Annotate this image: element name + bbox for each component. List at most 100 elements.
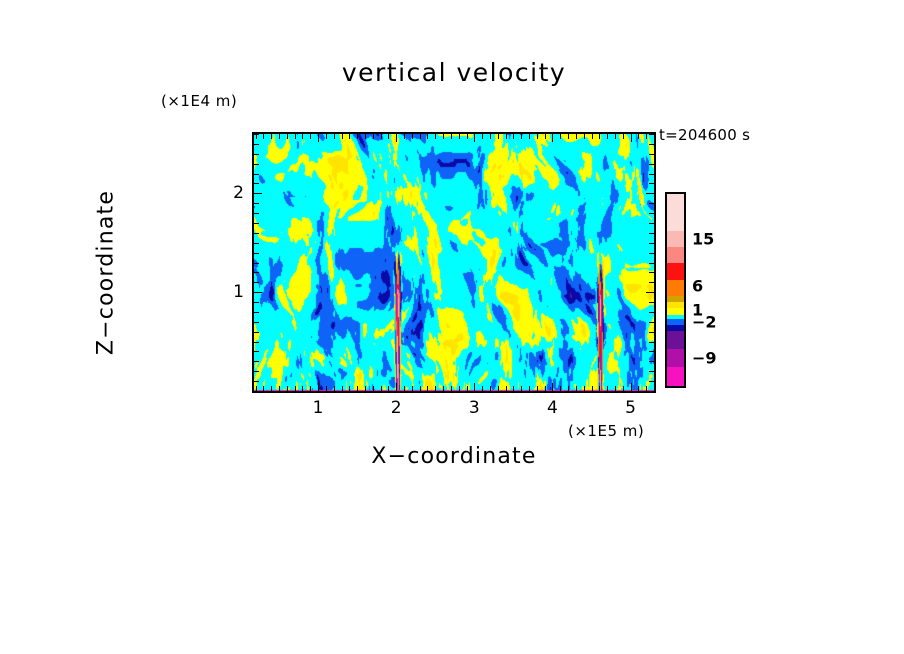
colorbar-tick-label: 15 bbox=[692, 229, 715, 249]
y-minor-tick-right bbox=[649, 253, 654, 254]
x-major-tick-top bbox=[396, 134, 397, 142]
y-minor-tick bbox=[254, 351, 259, 352]
x-major-tick bbox=[631, 383, 632, 391]
y-minor-tick bbox=[254, 312, 259, 313]
colorbar-band bbox=[667, 319, 684, 326]
x-major-tick-top bbox=[474, 134, 475, 142]
y-minor-tick bbox=[254, 134, 259, 135]
x-minor-tick-top bbox=[568, 134, 569, 139]
y-minor-tick-right bbox=[649, 154, 654, 155]
y-minor-tick-right bbox=[649, 332, 654, 333]
x-minor-tick bbox=[521, 386, 522, 391]
y-minor-tick bbox=[254, 253, 259, 254]
x-minor-tick bbox=[599, 386, 600, 391]
x-minor-tick bbox=[334, 386, 335, 391]
x-minor-tick-top bbox=[513, 134, 514, 139]
x-minor-tick-top bbox=[279, 134, 280, 139]
x-minor-tick-top bbox=[646, 134, 647, 139]
x-minor-tick bbox=[420, 386, 421, 391]
x-minor-tick-top bbox=[263, 134, 264, 139]
x-minor-tick-top bbox=[420, 134, 421, 139]
x-minor-tick-top bbox=[529, 134, 530, 139]
x-minor-tick bbox=[545, 386, 546, 391]
x-minor-tick-top bbox=[256, 134, 257, 139]
y-major-tick bbox=[254, 292, 262, 293]
y-minor-tick-right bbox=[649, 322, 654, 323]
y-minor-tick-right bbox=[649, 272, 654, 273]
y-minor-tick-right bbox=[649, 282, 654, 283]
x-minor-tick-top bbox=[287, 134, 288, 139]
x-minor-tick bbox=[427, 386, 428, 391]
x-minor-tick bbox=[576, 386, 577, 391]
y-minor-tick bbox=[254, 332, 259, 333]
x-minor-tick bbox=[295, 386, 296, 391]
x-minor-tick-top bbox=[638, 134, 639, 139]
y-major-tick-right bbox=[646, 193, 654, 194]
y-minor-tick bbox=[254, 243, 259, 244]
x-minor-tick bbox=[568, 386, 569, 391]
x-minor-tick-top bbox=[537, 134, 538, 139]
x-minor-tick bbox=[646, 386, 647, 391]
colorbar-tick-label: 6 bbox=[692, 276, 704, 296]
y-minor-tick-right bbox=[649, 243, 654, 244]
x-minor-tick-top bbox=[412, 134, 413, 139]
x-minor-tick bbox=[256, 386, 257, 391]
x-minor-tick-top bbox=[576, 134, 577, 139]
x-minor-tick-top bbox=[482, 134, 483, 139]
x-major-tick-top bbox=[631, 134, 632, 142]
x-tick-label: 2 bbox=[390, 398, 402, 418]
y-axis-title: Z−coordinate bbox=[93, 189, 119, 356]
x-minor-tick bbox=[287, 386, 288, 391]
x-major-tick-top bbox=[552, 134, 553, 142]
colorbar-tick-label: 1 bbox=[692, 300, 704, 320]
x-minor-tick bbox=[302, 386, 303, 391]
x-minor-tick-top bbox=[490, 134, 491, 139]
heatmap-canvas bbox=[254, 134, 654, 391]
y-major-tick bbox=[254, 193, 262, 194]
y-minor-tick-right bbox=[649, 361, 654, 362]
x-minor-tick bbox=[279, 386, 280, 391]
y-minor-tick-right bbox=[649, 263, 654, 264]
y-minor-tick-right bbox=[649, 351, 654, 352]
x-minor-tick-top bbox=[404, 134, 405, 139]
y-minor-tick-right bbox=[649, 134, 654, 135]
x-minor-tick bbox=[404, 386, 405, 391]
colorbar-band bbox=[667, 349, 684, 367]
y-minor-tick bbox=[254, 233, 259, 234]
x-minor-tick-top bbox=[342, 134, 343, 139]
x-minor-tick-top bbox=[615, 134, 616, 139]
y-minor-tick bbox=[254, 144, 259, 145]
y-minor-tick-right bbox=[649, 183, 654, 184]
y-minor-tick bbox=[254, 213, 259, 214]
y-minor-tick-right bbox=[649, 223, 654, 224]
colorbar-tick-label: −9 bbox=[692, 348, 717, 368]
x-minor-tick bbox=[467, 386, 468, 391]
x-minor-tick-top bbox=[271, 134, 272, 139]
x-minor-tick-top bbox=[592, 134, 593, 139]
x-major-tick bbox=[474, 383, 475, 391]
y-minor-tick-right bbox=[649, 174, 654, 175]
x-minor-tick-top bbox=[427, 134, 428, 139]
y-minor-tick bbox=[254, 203, 259, 204]
x-tick-label: 3 bbox=[468, 398, 480, 418]
y-minor-tick bbox=[254, 302, 259, 303]
y-minor-tick bbox=[254, 361, 259, 362]
y-minor-tick-right bbox=[649, 203, 654, 204]
x-minor-tick bbox=[584, 386, 585, 391]
colorbar-band bbox=[667, 331, 684, 350]
x-minor-tick bbox=[443, 386, 444, 391]
colorbar-band bbox=[667, 263, 684, 280]
x-minor-tick-top bbox=[584, 134, 585, 139]
colorbar bbox=[665, 192, 686, 388]
x-minor-tick bbox=[607, 386, 608, 391]
y-tick-label: 2 bbox=[233, 183, 244, 204]
y-minor-tick-right bbox=[649, 312, 654, 313]
x-minor-tick bbox=[459, 386, 460, 391]
x-minor-tick bbox=[381, 386, 382, 391]
y-minor-tick-right bbox=[649, 342, 654, 343]
x-minor-tick-top bbox=[310, 134, 311, 139]
x-minor-tick bbox=[623, 386, 624, 391]
colorbar-band bbox=[667, 307, 684, 315]
x-minor-tick bbox=[365, 386, 366, 391]
